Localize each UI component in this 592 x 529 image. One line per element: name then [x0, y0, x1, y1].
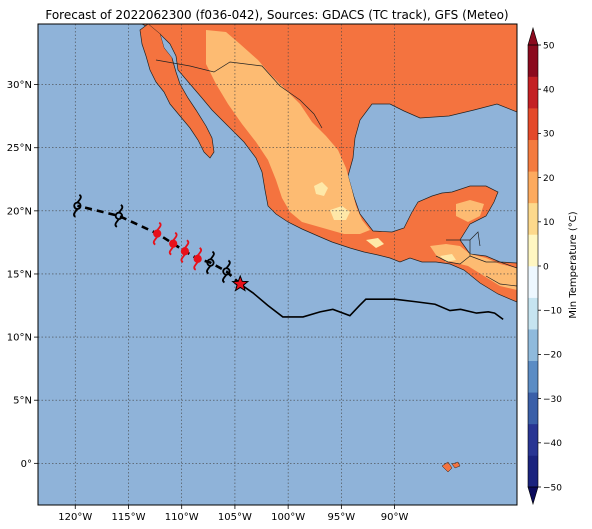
colorbar-band — [528, 392, 538, 425]
colorbar-max-extend — [527, 26, 539, 46]
land-cool-patch-central — [330, 206, 350, 220]
observed-track-line — [239, 283, 504, 321]
colorbar-tick-label: 0 — [543, 262, 549, 272]
y-tick-label: 30°N — [7, 80, 32, 91]
colorbar-tick-label: 30 — [543, 130, 555, 140]
x-tick-label: 110°W — [165, 512, 199, 523]
galapagos-island — [441, 461, 453, 473]
colorbar-band — [528, 45, 538, 77]
land-mexico-plateau — [206, 30, 370, 234]
map-frame — [37, 23, 518, 506]
y-tick-label: 20°N — [7, 206, 32, 217]
current-position-star-icon — [231, 274, 250, 292]
colorbar-band — [528, 234, 538, 267]
longitude-axis: 120°W 115°W 110°W 105°W 100°W 95°W 90°W — [58, 505, 409, 523]
border-nicaragua — [485, 275, 517, 287]
colorbar-band — [528, 423, 538, 456]
colorbar: 50 40 30 20 10 0 −10 −20 −30 −40 −50 Min Temperatu… — [527, 26, 579, 506]
map-panel: 120°W 115°W 110°W 105°W 100°W 95°W 90°W 30°N 25… — [7, 23, 518, 523]
colorbar-min-extend — [527, 486, 539, 506]
colorbar-band — [528, 329, 538, 362]
x-tick-label: 115°W — [111, 512, 145, 523]
hurricane-symbol-icon — [222, 259, 231, 284]
y-tick-label: 15°N — [7, 269, 32, 280]
colorbar-band — [528, 76, 538, 109]
border-us-mexico — [155, 59, 323, 129]
x-tick-label: 90°W — [381, 512, 409, 523]
x-tick-label: 100°W — [271, 512, 305, 523]
colorbar-band — [528, 139, 538, 172]
colorbar-tick-label: 20 — [543, 174, 555, 184]
colorbar-ticks: 50 40 30 20 10 0 −10 −20 −30 −40 −50 — [538, 41, 562, 493]
colorbar-tick-label: −50 — [543, 483, 562, 493]
storm-track — [73, 194, 504, 321]
colorbar-label: Min Temperature (°C) — [568, 211, 579, 318]
colorbar-tick-label: 40 — [543, 86, 555, 96]
figure-title: Forecast of 2022062300 (f036-042), Sourc… — [45, 8, 508, 22]
hurricane-symbol-icon — [206, 250, 215, 275]
hurricane-symbol-icon — [73, 194, 82, 218]
hurricane-symbol-icon — [114, 204, 124, 228]
forecast-window-dot — [169, 240, 177, 247]
colorbar-band — [528, 297, 538, 330]
y-tick-label: 10°N — [7, 333, 32, 344]
colorbar-bands — [527, 26, 539, 506]
x-tick-label: 95°W — [328, 512, 356, 523]
land-masses — [139, 24, 517, 473]
colorbar-band — [528, 108, 538, 141]
colorbar-band — [528, 171, 538, 204]
y-tick-label: 25°N — [7, 143, 32, 154]
land-cool-patch-plateau — [314, 182, 328, 196]
colorbar-tick-label: −40 — [543, 439, 562, 449]
colorbar-band — [528, 360, 538, 393]
x-tick-label: 105°W — [218, 512, 252, 523]
colorbar-tick-label: −20 — [543, 351, 562, 361]
land-cool-patch-south — [366, 238, 384, 248]
forecast-window-dot — [181, 248, 189, 255]
colorbar-band — [528, 202, 538, 235]
land-baja-north-warm — [148, 24, 172, 64]
colorbar-tick-label: −30 — [543, 395, 562, 405]
latitude-axis: 30°N 25°N 20°N 15°N 10°N 5°N 0° — [7, 80, 38, 470]
border-belize — [469, 231, 481, 247]
forecast-window-dot — [154, 230, 161, 237]
graticule — [38, 24, 517, 505]
border-honduras — [469, 255, 517, 269]
colorbar-band — [528, 266, 538, 298]
border-guatemala — [435, 239, 471, 265]
y-tick-label: 0° — [21, 459, 32, 470]
forecast-window-dot — [194, 255, 201, 263]
x-tick-label: 120°W — [58, 512, 92, 523]
colorbar-tick-label: −10 — [543, 307, 562, 317]
colorbar-tick-label: 10 — [543, 218, 555, 228]
colorbar-band — [528, 455, 538, 488]
y-tick-label: 5°N — [13, 396, 32, 407]
colorbar-tick-label: 50 — [543, 41, 555, 51]
